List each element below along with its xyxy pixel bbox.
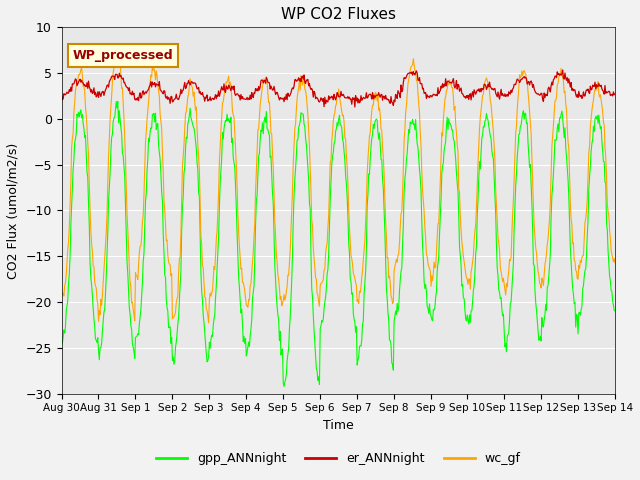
wc_gf — [611, 260, 619, 266]
gpp_ANNnight — [423, 303, 431, 309]
Y-axis label: CO2 Flux (umol/m2/s): CO2 Flux (umol/m2/s) — [7, 142, 20, 278]
er_ANNnight — [559, 67, 566, 73]
er_ANNnight — [351, 104, 358, 110]
gpp_ANNnight — [182, 145, 189, 151]
gpp_ANNnight — [58, 338, 65, 344]
wc_gf — [58, 292, 65, 298]
er_ANNnight — [68, 88, 76, 94]
er_ANNnight — [210, 96, 218, 102]
gpp_ANNnight — [611, 308, 619, 314]
wc_gf — [205, 320, 212, 325]
wc_gf — [407, 64, 415, 70]
Line: gpp_ANNnight: gpp_ANNnight — [61, 101, 615, 386]
gpp_ANNnight — [68, 204, 76, 210]
er_ANNnight — [406, 70, 414, 75]
gpp_ANNnight — [125, 305, 133, 311]
gpp_ANNnight — [407, 121, 415, 127]
Title: WP CO2 Fluxes: WP CO2 Fluxes — [281, 7, 396, 22]
wc_gf — [68, 145, 76, 151]
wc_gf — [113, 55, 120, 61]
Line: wc_gf: wc_gf — [61, 58, 615, 323]
er_ANNnight — [422, 96, 430, 101]
wc_gf — [423, 253, 431, 259]
er_ANNnight — [58, 92, 65, 98]
wc_gf — [125, 265, 133, 271]
gpp_ANNnight — [114, 98, 122, 104]
Legend: gpp_ANNnight, er_ANNnight, wc_gf: gpp_ANNnight, er_ANNnight, wc_gf — [151, 447, 526, 470]
er_ANNnight — [181, 80, 189, 85]
er_ANNnight — [611, 91, 619, 97]
er_ANNnight — [125, 88, 132, 94]
gpp_ANNnight — [280, 384, 288, 389]
wc_gf — [182, 111, 189, 117]
gpp_ANNnight — [211, 312, 219, 318]
Text: WP_processed: WP_processed — [73, 49, 173, 62]
X-axis label: Time: Time — [323, 419, 354, 432]
Line: er_ANNnight: er_ANNnight — [61, 70, 615, 107]
wc_gf — [212, 253, 220, 259]
